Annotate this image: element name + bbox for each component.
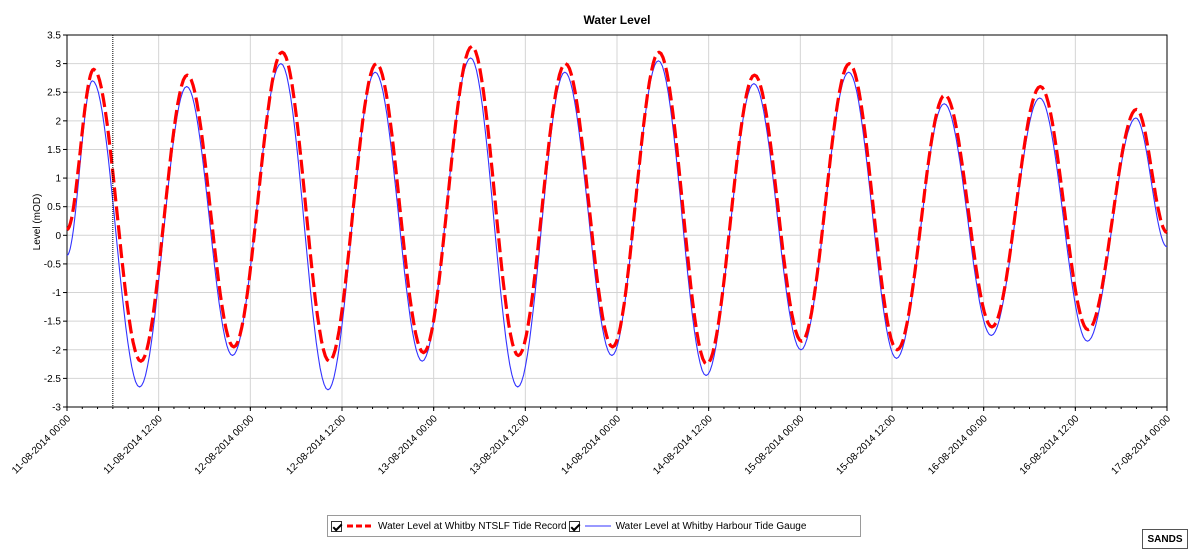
x-tick-label: 11-08-2014 12:00 [102,413,165,476]
legend: Water Level at Whitby NTSLF Tide Record … [327,515,861,537]
x-axis-ticks: 11-08-2014 00:00 11-08-2014 12:00 12-08-20… [10,407,1173,477]
x-tick-label: 12-08-2014 12:00 [285,413,349,477]
y-tick-label: 1 [55,174,61,185]
y-tick-label: 0.5 [47,202,61,213]
x-tick-label: 16-08-2014 12:00 [1018,413,1082,477]
y-tick-label: 1.5 [47,145,61,156]
series-line-harbour [66,57,1168,391]
y-tick-label: -2 [52,345,61,356]
series-layer [66,44,1168,391]
x-tick-label: 14-08-2014 12:00 [651,413,715,477]
legend-swatch-ntslf [347,524,373,528]
y-tick-label: -2.5 [44,374,62,385]
y-tick-label: 0 [55,231,61,242]
y-tick-label: 2.5 [47,88,61,99]
legend-label-ntslf: Water Level at Whitby NTSLF Tide Record [378,520,567,532]
legend-swatch-harbour [584,525,611,527]
legend-label-harbour: Water Level at Whitby Harbour Tide Gauge [615,520,807,532]
x-tick-label: 12-08-2014 00:00 [193,413,257,477]
y-tick-label: -0.5 [44,259,62,270]
water-level-chart: Water Level Level (mOD) 3.5 3 2.5 2 1.5 1 0.5 0… [10,13,1173,477]
x-tick-label: 15-08-2014 00:00 [743,413,807,477]
grid-lines [66,34,1168,408]
y-axis-ticks: 3.5 3 2.5 2 1.5 1 0.5 0 -0.5 -1 -1.5 -2 -2.5 -3 [44,31,67,414]
legend-item-ntslf[interactable]: Water Level at Whitby NTSLF Tide Record [331,520,567,532]
chart-title: Water Level [584,13,651,27]
x-tick-label: 17-08-2014 00:00 [1110,413,1174,477]
y-tick-label: -1 [52,288,61,299]
y-tick-label: 3.5 [47,31,61,42]
legend-item-harbour[interactable]: Water Level at Whitby Harbour Tide Gauge [568,520,807,532]
y-tick-label: -1.5 [44,317,62,328]
series-line-ntslf [66,44,1168,366]
y-tick-label: 2 [55,116,61,127]
x-tick-label: 11-08-2014 00:00 [10,413,73,476]
x-tick-label: 13-08-2014 12:00 [468,413,532,477]
x-tick-label: 16-08-2014 00:00 [926,413,990,477]
y-tick-label: -3 [52,403,61,414]
x-tick-label: 14-08-2014 00:00 [560,413,624,477]
y-tick-label: 3 [55,59,61,70]
watermark-badge: SANDS [1142,529,1188,549]
y-axis-label: Level (mOD) [32,194,43,251]
x-tick-label: 15-08-2014 12:00 [835,413,899,477]
x-tick-label: 13-08-2014 00:00 [376,413,440,477]
checkbox-icon[interactable] [568,520,580,532]
checkbox-icon[interactable] [331,520,342,532]
